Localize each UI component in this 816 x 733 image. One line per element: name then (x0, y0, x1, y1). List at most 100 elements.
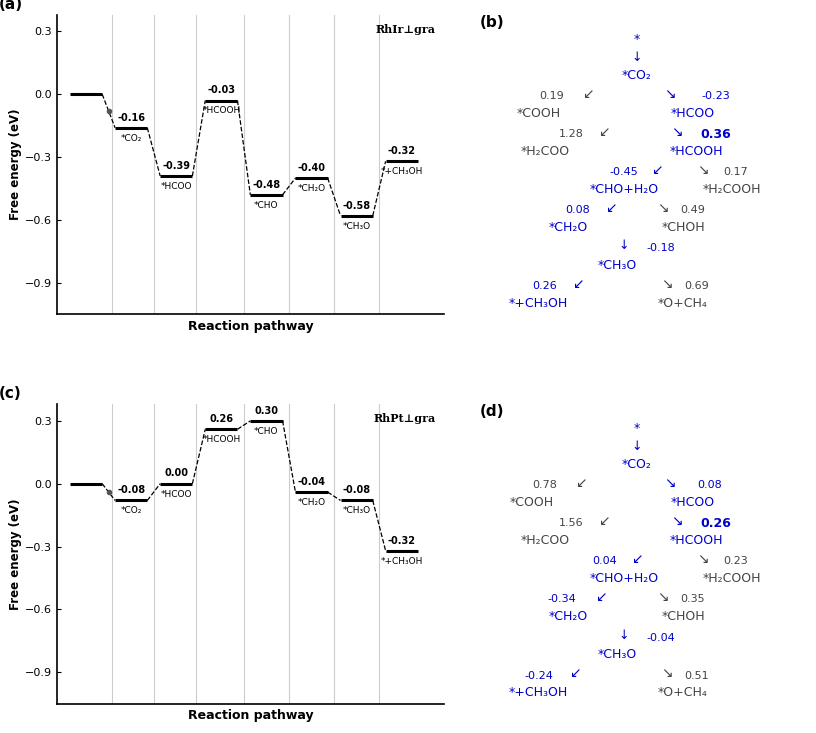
Text: -0.48: -0.48 (252, 180, 281, 190)
Text: (c): (c) (0, 386, 22, 401)
Text: 0.26: 0.26 (210, 414, 233, 424)
Text: 0.19: 0.19 (539, 91, 564, 101)
Text: 0.23: 0.23 (723, 556, 748, 567)
Text: *: * (634, 422, 640, 435)
Text: -0.16: -0.16 (118, 113, 145, 122)
Text: ↘: ↘ (664, 86, 676, 101)
Y-axis label: Free energy (eV): Free energy (eV) (9, 498, 22, 610)
Text: *CO₂: *CO₂ (622, 458, 652, 471)
Text: ↘: ↘ (697, 552, 708, 567)
Text: 0.00: 0.00 (164, 468, 188, 479)
Text: ↙: ↙ (575, 476, 587, 490)
Text: *HCOOH: *HCOOH (669, 144, 723, 158)
Text: ↓: ↓ (632, 51, 642, 64)
Text: *CH₃O: *CH₃O (343, 507, 370, 515)
Text: *+CH₃OH: *+CH₃OH (380, 167, 423, 176)
Text: 0.26: 0.26 (700, 517, 731, 530)
Text: (b): (b) (479, 15, 504, 29)
Text: ↘: ↘ (664, 476, 676, 490)
Text: *CHOH: *CHOH (661, 221, 705, 234)
Text: *CHO: *CHO (255, 201, 279, 210)
Text: 0.08: 0.08 (697, 481, 721, 490)
Text: *HCOO: *HCOO (671, 496, 715, 509)
Text: *CH₃O: *CH₃O (597, 259, 637, 271)
Text: ↓: ↓ (619, 629, 629, 642)
Text: *CHOH: *CHOH (661, 610, 705, 623)
Text: *CH₃O: *CH₃O (343, 221, 370, 231)
Text: -0.32: -0.32 (388, 536, 415, 545)
Text: 0.78: 0.78 (533, 481, 557, 490)
Text: *+CH₃OH: *+CH₃OH (509, 297, 568, 309)
Text: *CHO+H₂O: *CHO+H₂O (589, 572, 659, 585)
Text: 0.49: 0.49 (681, 205, 705, 215)
Text: -0.08: -0.08 (343, 485, 370, 496)
Text: -0.24: -0.24 (524, 671, 553, 680)
Text: *CH₂O: *CH₂O (298, 184, 326, 193)
Text: *HCOO: *HCOO (161, 182, 192, 191)
X-axis label: Reaction pathway: Reaction pathway (188, 320, 313, 333)
Text: 1.28: 1.28 (559, 129, 583, 139)
Text: ↘: ↘ (658, 590, 669, 604)
Text: -0.03: -0.03 (207, 85, 235, 95)
Text: 0.08: 0.08 (565, 205, 590, 215)
Text: *COOH: *COOH (510, 496, 554, 509)
Text: *H₂COO: *H₂COO (521, 534, 570, 547)
Text: *CO₂: *CO₂ (121, 133, 142, 143)
Text: ↘: ↘ (661, 666, 672, 680)
Text: ↙: ↙ (605, 201, 617, 215)
Text: -0.23: -0.23 (702, 91, 730, 101)
Text: *HCOO: *HCOO (671, 106, 715, 119)
Text: ↙: ↙ (632, 552, 643, 567)
Text: ↙: ↙ (595, 590, 607, 604)
Text: -0.32: -0.32 (388, 146, 415, 156)
Text: ↓: ↓ (619, 239, 629, 252)
Text: ↙: ↙ (651, 163, 663, 177)
Text: (a): (a) (0, 0, 24, 12)
Text: 0.51: 0.51 (684, 671, 708, 680)
Text: *HCOOH: *HCOOH (669, 534, 723, 547)
Text: -0.34: -0.34 (547, 594, 576, 605)
Text: ↘: ↘ (661, 277, 672, 291)
Text: -0.40: -0.40 (298, 163, 326, 173)
Text: *H₂COOH: *H₂COOH (703, 183, 761, 196)
Text: 1.56: 1.56 (559, 518, 583, 528)
Text: *HCOO: *HCOO (161, 490, 192, 498)
Text: *HCOOH: *HCOOH (202, 106, 241, 115)
Text: RhIr⊥gra: RhIr⊥gra (376, 23, 436, 34)
Text: *CH₂O: *CH₂O (548, 221, 588, 234)
Y-axis label: Free energy (eV): Free energy (eV) (9, 108, 22, 220)
Text: RhPt⊥gra: RhPt⊥gra (374, 413, 436, 424)
Text: ↙: ↙ (598, 515, 610, 528)
Text: *CH₂O: *CH₂O (298, 498, 326, 507)
Text: -0.04: -0.04 (647, 633, 676, 643)
Text: ↘: ↘ (697, 163, 708, 177)
Text: *CHO: *CHO (255, 427, 279, 435)
Text: ↙: ↙ (582, 86, 593, 101)
Text: 0.30: 0.30 (255, 405, 278, 416)
Text: *HCOOH: *HCOOH (202, 435, 241, 444)
Text: -0.08: -0.08 (118, 485, 145, 496)
Text: *H₂COO: *H₂COO (521, 144, 570, 158)
Text: -0.58: -0.58 (343, 201, 370, 210)
Text: *: * (634, 33, 640, 45)
Text: -0.04: -0.04 (298, 477, 326, 487)
Text: ↘: ↘ (671, 515, 682, 528)
Text: *CO₂: *CO₂ (622, 68, 652, 81)
Text: *CH₂O: *CH₂O (548, 610, 588, 623)
Text: *+CH₃OH: *+CH₃OH (509, 686, 568, 699)
Text: 0.17: 0.17 (723, 167, 748, 177)
Text: *+CH₃OH: *+CH₃OH (380, 556, 423, 566)
Text: -0.45: -0.45 (610, 167, 638, 177)
Text: *COOH: *COOH (517, 106, 561, 119)
Text: 0.35: 0.35 (681, 594, 705, 605)
Text: ↘: ↘ (671, 125, 682, 139)
Text: -0.39: -0.39 (162, 161, 190, 171)
Text: 0.69: 0.69 (684, 281, 708, 291)
Text: *CO₂: *CO₂ (121, 507, 142, 515)
Text: *O+CH₄: *O+CH₄ (658, 686, 708, 699)
Text: *O+CH₄: *O+CH₄ (658, 297, 708, 309)
X-axis label: Reaction pathway: Reaction pathway (188, 710, 313, 722)
Text: ↙: ↙ (569, 666, 580, 680)
Text: 0.36: 0.36 (700, 128, 731, 141)
Text: ↙: ↙ (572, 277, 583, 291)
